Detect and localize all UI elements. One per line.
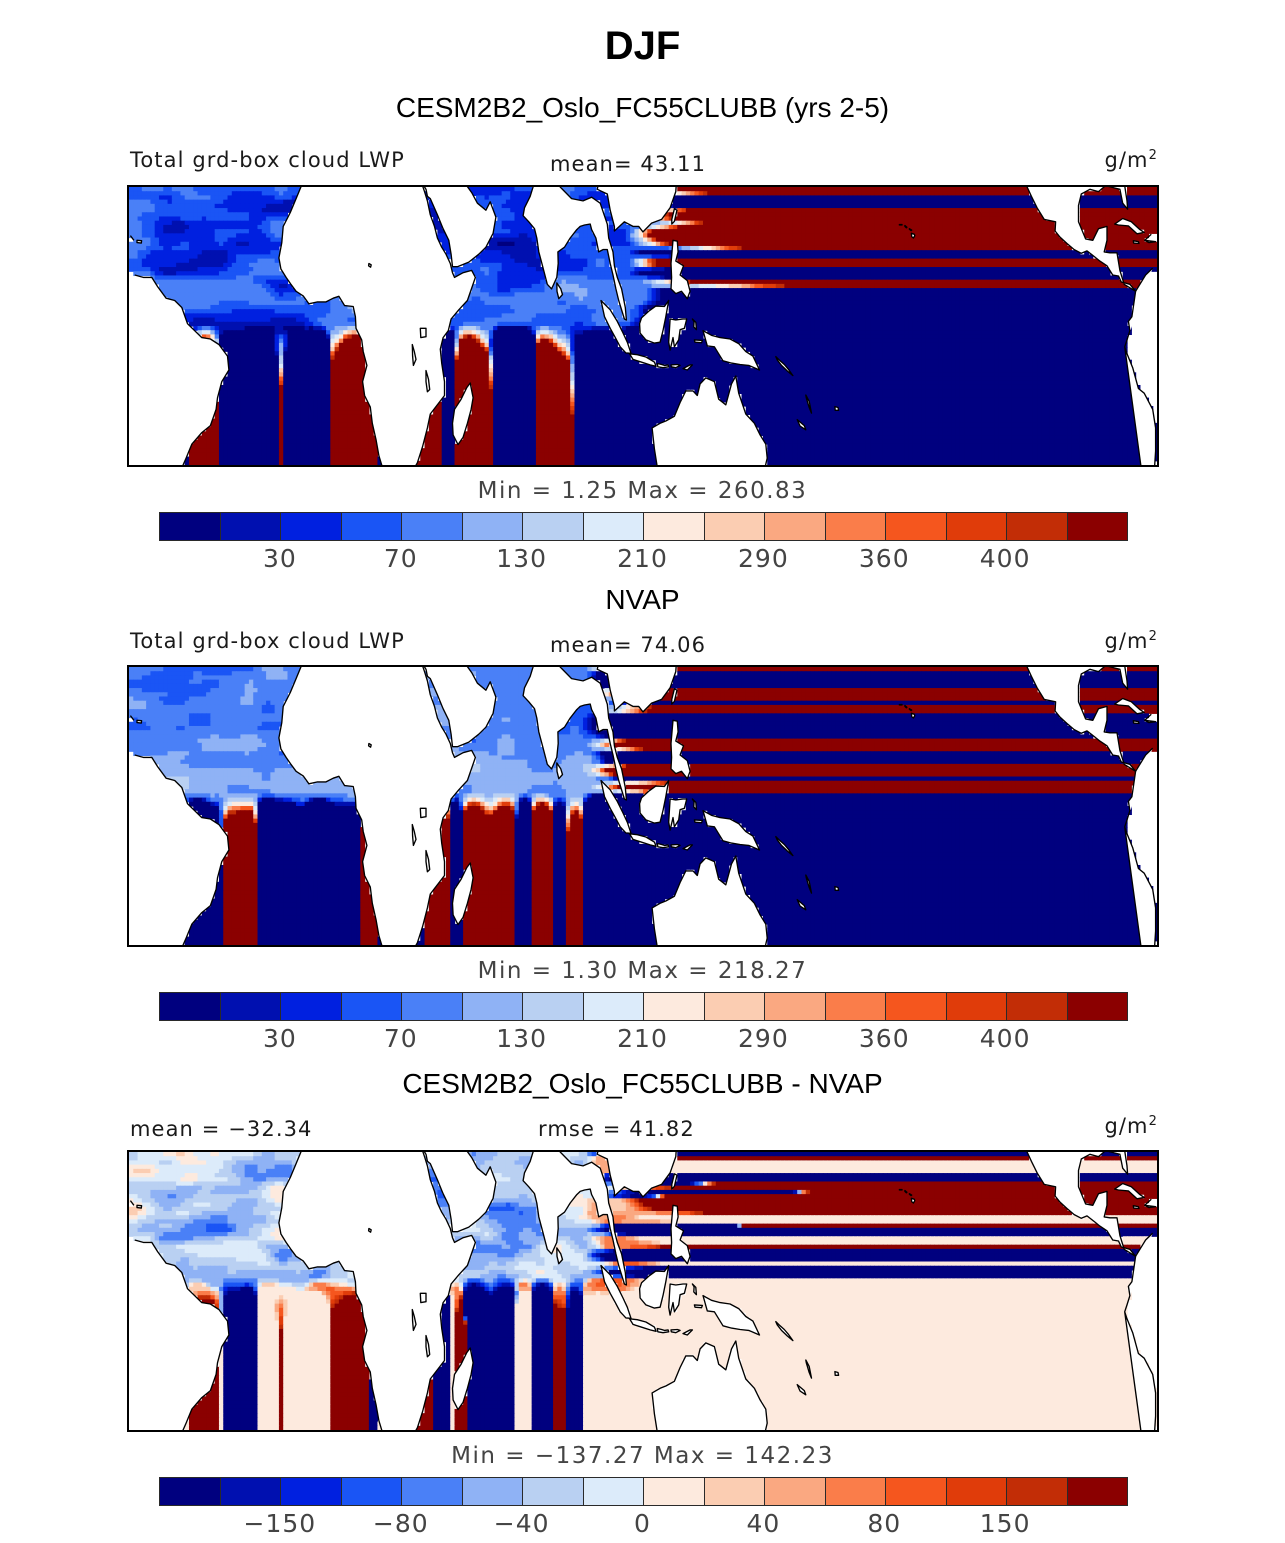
panel3-units-label: g/m2 xyxy=(1000,1114,1158,1144)
colorbar-cell xyxy=(826,993,887,1020)
colorbar-tick-label: 130 xyxy=(496,544,547,573)
colorbar-cell xyxy=(281,993,342,1020)
colorbar-cell xyxy=(160,513,221,540)
colorbar-ticks-difference: −150 −80 −40 0 40 80 150 xyxy=(159,1509,1126,1543)
colorbar-cell xyxy=(342,1478,403,1505)
colorbar-cell xyxy=(584,993,645,1020)
colorbar-cell xyxy=(765,993,826,1020)
colorbar-tick-label: −80 xyxy=(373,1509,429,1538)
panel1-variable-label: Total grd-box cloud LWP xyxy=(130,148,405,178)
map-panel-difference xyxy=(127,1150,1159,1432)
colorbar-tick-label: 80 xyxy=(867,1509,901,1538)
colorbar-cell xyxy=(221,1478,282,1505)
colorbar-minmax-difference: Min = −137.27 Max = 142.23 xyxy=(159,1443,1126,1469)
colorbar-cell xyxy=(523,513,584,540)
colorbar-cell xyxy=(644,1478,705,1505)
colorbar-tick-label: 150 xyxy=(980,1509,1031,1538)
colorbar-cell xyxy=(342,993,403,1020)
colorbar-tick-label: 290 xyxy=(738,544,789,573)
colorbar-cell xyxy=(221,993,282,1020)
colorbar-cell xyxy=(705,1478,766,1505)
colorbar-tick-label: 400 xyxy=(980,1024,1031,1053)
colorbar-cell xyxy=(463,1478,524,1505)
colorbar-ticks-model: 30 70 130 210 290 360 400 xyxy=(159,544,1126,578)
colorbar-cell xyxy=(463,513,524,540)
colorbar-cell xyxy=(886,1478,947,1505)
panel2-units-label: g/m2 xyxy=(1000,629,1158,659)
colorbar-cell xyxy=(826,1478,887,1505)
colorbar-cell xyxy=(1007,1478,1068,1505)
colorbar-cell xyxy=(1068,513,1128,540)
colorbar-cell xyxy=(947,513,1008,540)
main-title: DJF xyxy=(0,24,1285,69)
panel1-units-label: g/m2 xyxy=(1000,148,1158,178)
map-panel-obs xyxy=(127,665,1159,947)
colorbar-cell xyxy=(584,513,645,540)
colorbar-tick-label: 400 xyxy=(980,544,1031,573)
panel-title-difference: CESM2B2_Oslo_FC55CLUBB - NVAP xyxy=(0,1068,1285,1100)
colorbar-cell xyxy=(402,993,463,1020)
colorbar-cell xyxy=(644,993,705,1020)
colorbar-cell xyxy=(523,993,584,1020)
colorbar-ticks-obs: 30 70 130 210 290 360 400 xyxy=(159,1024,1126,1058)
colorbar-cell xyxy=(584,1478,645,1505)
colorbar-tick-label: 360 xyxy=(859,1024,910,1053)
panel2-mean-label: mean= 74.06 xyxy=(550,633,706,663)
colorbar-bar-obs xyxy=(159,992,1128,1021)
colorbar-tick-label: 30 xyxy=(263,544,297,573)
colorbar-cell xyxy=(765,513,826,540)
colorbar-tick-label: 130 xyxy=(496,1024,547,1053)
colorbar-cell xyxy=(221,513,282,540)
panel-title-model: CESM2B2_Oslo_FC55CLUBB (yrs 2-5) xyxy=(0,92,1285,124)
panel1-mean-label: mean= 43.11 xyxy=(550,152,706,182)
colorbar-cell xyxy=(402,513,463,540)
colorbar-cell xyxy=(463,993,524,1020)
colorbar-tick-label: 210 xyxy=(617,1024,668,1053)
colorbar-cell xyxy=(160,1478,221,1505)
colorbar-cell xyxy=(826,513,887,540)
colorbar-cell xyxy=(644,513,705,540)
panel2-variable-label: Total grd-box cloud LWP xyxy=(130,629,405,659)
panel3-mean-label: mean = −32.34 xyxy=(130,1117,313,1147)
colorbar-cell xyxy=(1007,513,1068,540)
colorbar-cell xyxy=(1068,993,1128,1020)
colorbar-minmax-obs: Min = 1.30 Max = 218.27 xyxy=(159,958,1126,984)
colorbar-tick-label: 210 xyxy=(617,544,668,573)
colorbar-cell xyxy=(947,993,1008,1020)
panel-title-obs: NVAP xyxy=(0,584,1285,616)
colorbar-cell xyxy=(886,513,947,540)
colorbar-cell xyxy=(705,993,766,1020)
colorbar-cell xyxy=(281,1478,342,1505)
colorbar-cell xyxy=(886,993,947,1020)
colorbar-cell xyxy=(947,1478,1008,1505)
panel3-rmse-label: rmse = 41.82 xyxy=(538,1117,695,1147)
colorbar-bar-model xyxy=(159,512,1128,541)
colorbar-tick-label: 290 xyxy=(738,1024,789,1053)
colorbar-tick-label: 40 xyxy=(746,1509,780,1538)
colorbar-tick-label: 70 xyxy=(384,544,418,573)
colorbar-minmax-model: Min = 1.25 Max = 260.83 xyxy=(159,478,1126,504)
colorbar-tick-label: 360 xyxy=(859,544,910,573)
colorbar-cell xyxy=(523,1478,584,1505)
colorbar-cell xyxy=(765,1478,826,1505)
colorbar-tick-label: −40 xyxy=(494,1509,550,1538)
colorbar-tick-label: 70 xyxy=(384,1024,418,1053)
colorbar-cell xyxy=(1007,993,1068,1020)
colorbar-tick-label: 0 xyxy=(634,1509,651,1538)
colorbar-cell xyxy=(402,1478,463,1505)
colorbar-cell xyxy=(281,513,342,540)
colorbar-tick-label: −150 xyxy=(244,1509,317,1538)
colorbar-cell xyxy=(160,993,221,1020)
colorbar-cell xyxy=(342,513,403,540)
colorbar-tick-label: 30 xyxy=(263,1024,297,1053)
colorbar-bar-difference xyxy=(159,1477,1128,1506)
colorbar-cell xyxy=(705,513,766,540)
map-panel-model xyxy=(127,185,1159,467)
colorbar-cell xyxy=(1068,1478,1128,1505)
